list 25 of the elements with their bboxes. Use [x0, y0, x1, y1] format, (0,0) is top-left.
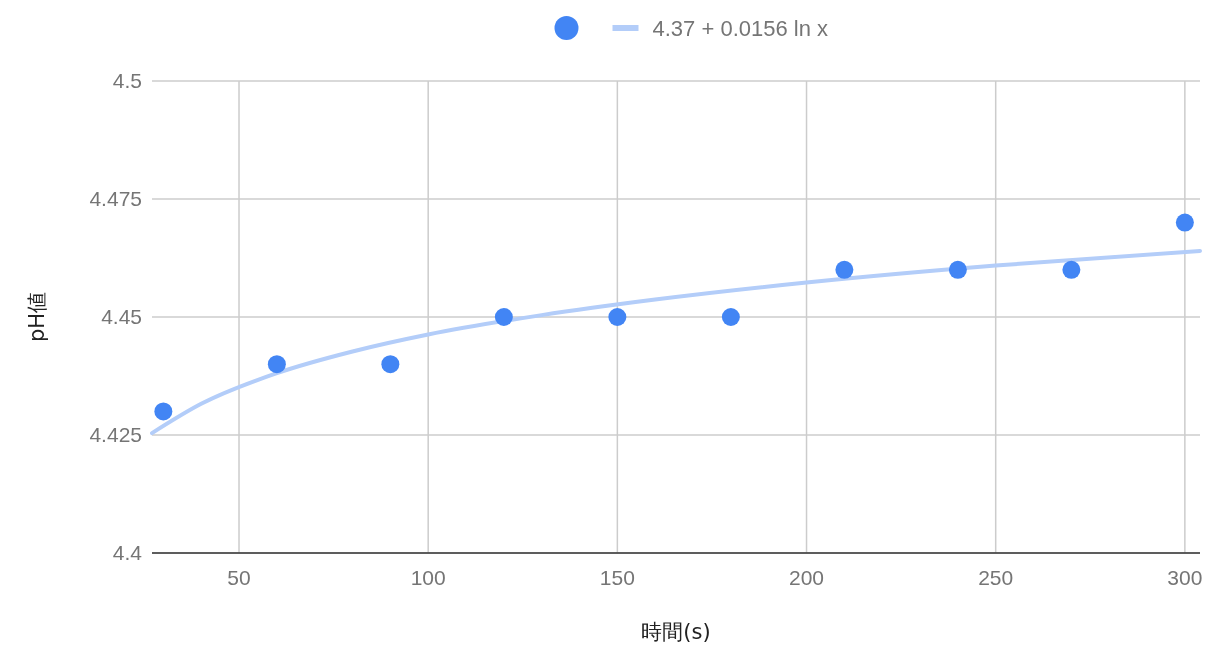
point — [835, 260, 854, 279]
point — [1062, 260, 1081, 279]
point — [494, 308, 513, 326]
point — [267, 355, 286, 374]
y-tick-label: 4.475 — [89, 187, 142, 211]
legend-label: 4.37 + 0.0156 ln x — [652, 15, 829, 41]
line-series — [150, 248, 1202, 436]
point — [948, 260, 967, 279]
point — [608, 308, 627, 326]
x-tick-label: 150 — [599, 566, 635, 589]
y-tick-label: 4.45 — [101, 305, 142, 329]
y-axis-title: pH値 — [25, 291, 49, 343]
x-tick-label: 250 — [978, 566, 1014, 589]
x-tick-label: 200 — [789, 566, 825, 589]
point — [154, 402, 173, 421]
y-tick-label: 4.5 — [112, 69, 142, 93]
point — [1175, 213, 1194, 232]
x-tick-label: 50 — [227, 566, 251, 589]
x-tick-label: 300 — [1167, 566, 1203, 589]
point — [721, 308, 740, 326]
point — [381, 355, 400, 374]
y-tick-label: 4.4 — [112, 541, 143, 565]
x-axis-title: 時間(s) — [641, 620, 711, 644]
y-tick-label: 4.425 — [89, 423, 142, 447]
x-tick-label: 100 — [410, 566, 446, 589]
